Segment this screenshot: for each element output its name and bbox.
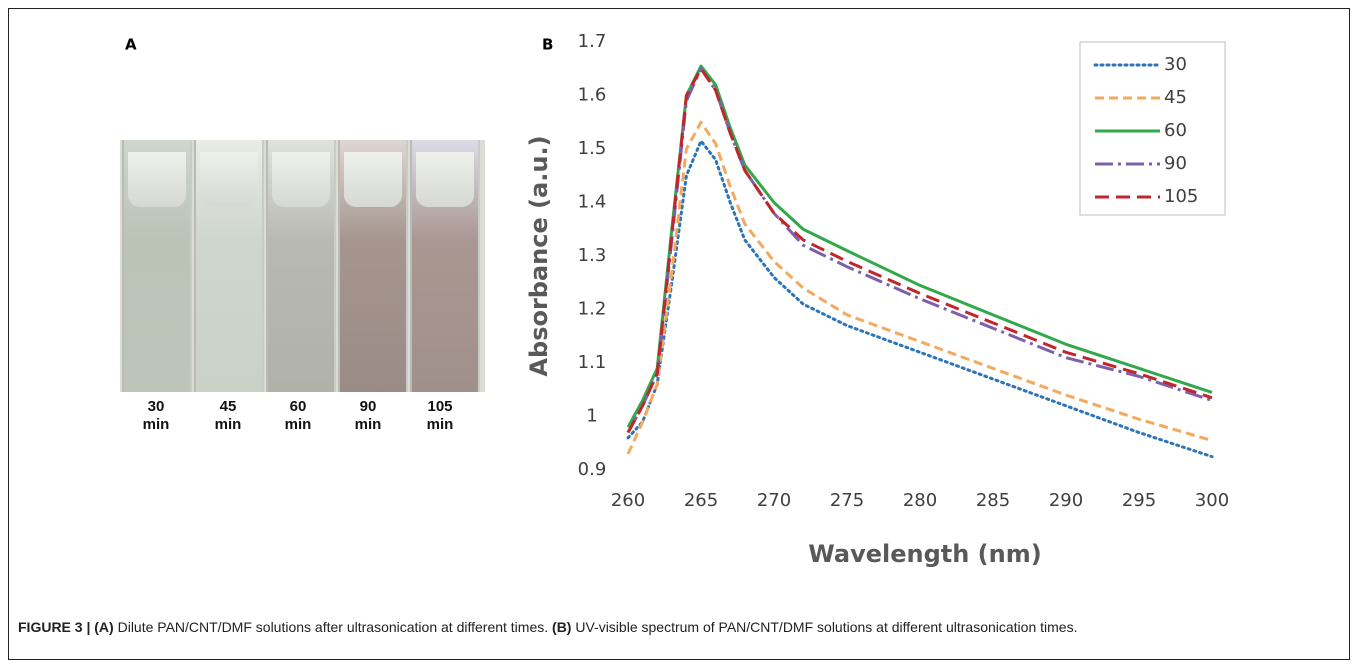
time: 30 [147, 398, 165, 415]
photo-label: 60 min [268, 398, 328, 434]
unit: min [354, 416, 382, 433]
vial [266, 140, 336, 392]
caption-label: FIGURE 3 | [18, 619, 91, 635]
caption-a-text: Dilute PAN/CNT/DMF solutions after ultra… [117, 619, 549, 635]
series-line [626, 120, 1213, 455]
photo-label: 45 min [198, 398, 258, 434]
unit: min [284, 416, 312, 433]
figure-frame [8, 8, 1350, 660]
time: 90 [359, 398, 377, 415]
vial [410, 140, 480, 392]
x-tick-label: 300 [1195, 490, 1229, 511]
vial [338, 140, 408, 392]
unit: min [142, 416, 170, 433]
x-tick-label: 290 [1049, 490, 1083, 511]
panel-label: B [542, 36, 553, 54]
y-tick-label: 1.2 [578, 299, 607, 320]
legend-label: 45 [1164, 87, 1187, 108]
series-line [626, 139, 1214, 459]
y-tick-label: 1.6 [578, 85, 607, 106]
caption: FIGURE 3 | (A) Dilute PAN/CNT/DMF soluti… [18, 617, 1343, 637]
y-tick-label: 1.5 [578, 138, 607, 159]
chart: A B Wavelength (nm) Absorbance (a.u.) 0.… [125, 31, 1229, 568]
y-axis-title: Absorbance (a.u.) [525, 135, 553, 376]
x-tick-label: 260 [611, 490, 645, 511]
legend-box [1079, 41, 1226, 216]
legend-label: 90 [1164, 153, 1187, 174]
y-tick-label: 1 [586, 406, 597, 427]
unit: min [214, 416, 242, 433]
x-tick-label: 295 [1122, 490, 1156, 511]
vial [122, 140, 192, 392]
time: 105 [427, 398, 453, 415]
x-tick-label: 270 [757, 490, 791, 511]
legend-label: 105 [1164, 186, 1198, 207]
legend-label: 30 [1164, 54, 1187, 75]
caption-b-text: UV-visible spectrum of PAN/CNT/DMF solut… [575, 619, 1078, 635]
x-axis-title: Wavelength (nm) [808, 540, 1041, 568]
panel-label: A [125, 36, 137, 54]
caption-a-label: (A) [94, 619, 114, 635]
x-tick-label: 285 [976, 490, 1010, 511]
photo-label: 90 min [338, 398, 398, 434]
photo-label: 30 min [126, 398, 186, 434]
y-tick-label: 1.1 [578, 352, 607, 373]
photo-labels: 30 min 45 min 60 min 90 min 105 min [120, 398, 485, 448]
y-tick-label: 1.4 [578, 192, 607, 213]
photo-label: 105 min [410, 398, 470, 434]
x-tick-label: 275 [830, 490, 864, 511]
series-line [626, 67, 1213, 434]
cuvette-photo [120, 140, 485, 392]
x-tick-label: 280 [903, 490, 937, 511]
caption-b-label: (B) [552, 619, 572, 635]
y-tick-label: 1.3 [578, 245, 607, 266]
y-tick-label: 1.7 [578, 31, 607, 52]
y-tick-label: 0.9 [578, 459, 607, 480]
time: 45 [219, 398, 237, 415]
time: 60 [289, 398, 307, 415]
legend-label: 60 [1164, 120, 1187, 141]
x-tick-label: 265 [684, 490, 718, 511]
vial [194, 140, 264, 392]
unit: min [426, 416, 454, 433]
